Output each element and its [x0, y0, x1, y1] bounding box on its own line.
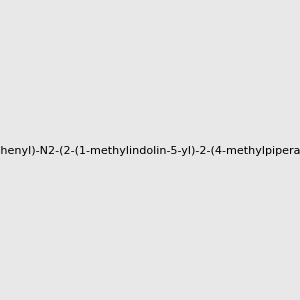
Text: N1-(3-chloro-4-methylphenyl)-N2-(2-(1-methylindolin-5-yl)-2-(4-methylpiperazin-1: N1-(3-chloro-4-methylphenyl)-N2-(2-(1-me…	[0, 146, 300, 157]
